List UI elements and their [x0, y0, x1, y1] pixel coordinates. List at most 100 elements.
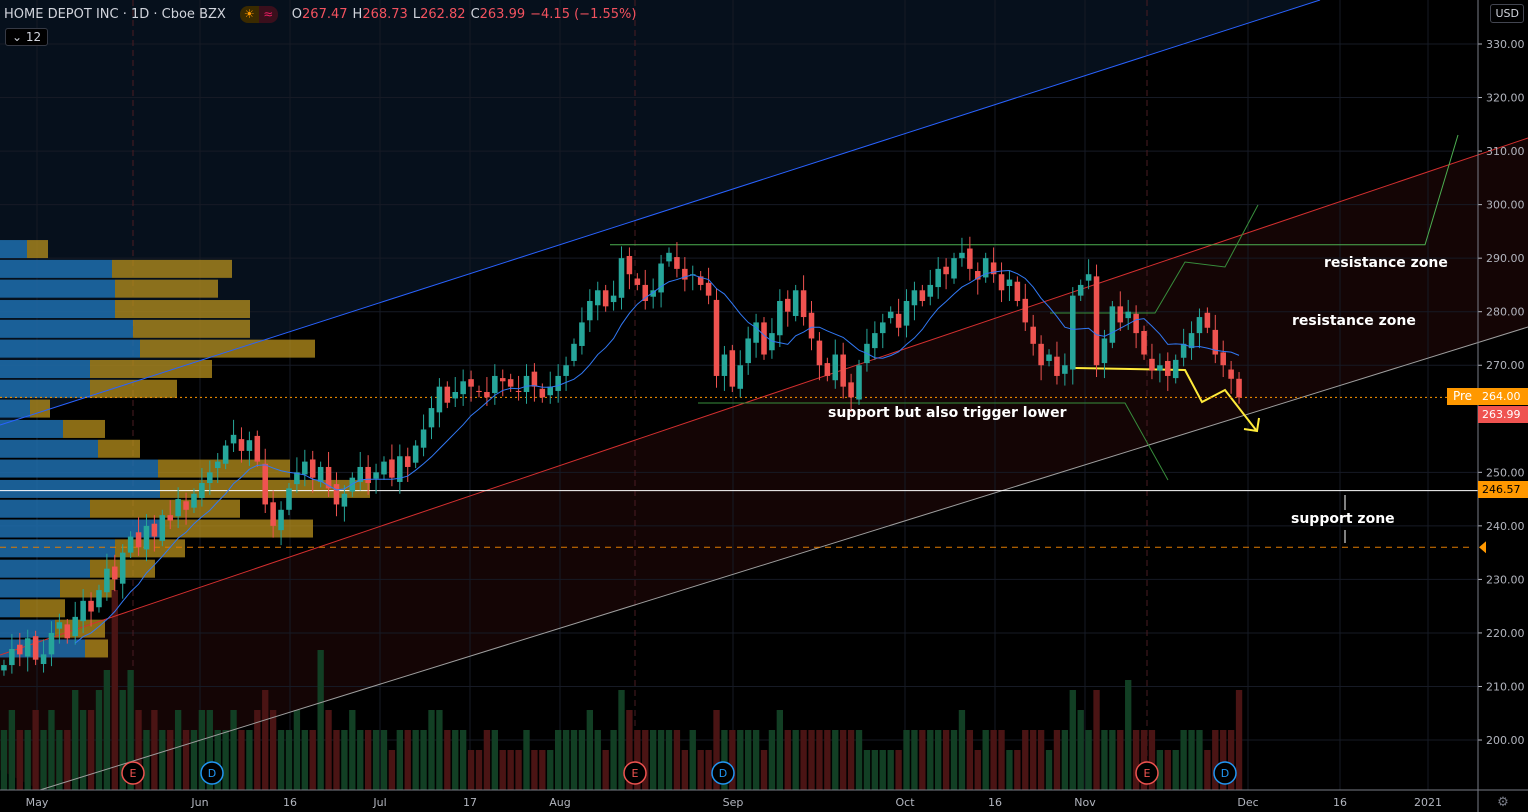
- volume-bar: [72, 690, 79, 790]
- symbol-title[interactable]: HOME DEPOT INC · 1D · Cboe BZX: [4, 7, 226, 22]
- volume-bar: [95, 690, 103, 790]
- volume-profile-up-bar: [0, 379, 90, 398]
- volume-bar: [1117, 730, 1124, 790]
- candle-body: [903, 300, 910, 326]
- candle-body: [792, 290, 799, 316]
- volume-bar: [808, 730, 815, 790]
- volume-bar: [832, 730, 839, 790]
- candle-body: [214, 461, 221, 469]
- candle-body: [579, 322, 585, 346]
- candle-body: [278, 509, 284, 531]
- event-marker-label: E: [130, 767, 137, 780]
- volume-bar: [127, 670, 134, 790]
- volume-bar: [404, 730, 411, 790]
- volume-bar: [895, 750, 902, 790]
- market-status-badge[interactable]: ☀ ≈: [239, 6, 278, 23]
- candle-body: [373, 472, 379, 479]
- volume-bar: [341, 730, 348, 790]
- volume-bar: [262, 690, 269, 790]
- ohlc-value: −4.15 (−1.55%): [530, 7, 637, 22]
- x-tick-label: Oct: [895, 796, 915, 809]
- candle-body: [80, 600, 86, 622]
- volume-bar: [1235, 690, 1243, 790]
- candle-body: [1204, 312, 1211, 328]
- x-tick-label: May: [26, 796, 49, 809]
- volume-bar: [586, 710, 593, 790]
- candle-body: [333, 484, 340, 505]
- indicators-collapse-button[interactable]: ⌄ 12: [5, 28, 49, 46]
- candle-body: [444, 386, 451, 403]
- moving-average-line: [74, 269, 1240, 644]
- y-tick-label: 200.00: [1486, 734, 1525, 747]
- y-tick-label: 330.00: [1486, 38, 1525, 51]
- volume-bar: [911, 730, 918, 790]
- volume-bar: [1045, 750, 1053, 790]
- volume-bar: [760, 750, 768, 790]
- volume-bar: [697, 750, 704, 790]
- volume-bar: [610, 730, 617, 790]
- volume-profile-up-bar: [0, 339, 140, 358]
- candle-body: [515, 390, 522, 393]
- event-marker-label: D: [1221, 767, 1229, 780]
- y-tick-label: 320.00: [1486, 92, 1525, 105]
- candle-body: [143, 525, 150, 550]
- volume-bar: [1140, 730, 1148, 790]
- candle-body: [539, 388, 546, 398]
- volume-bar: [950, 730, 958, 790]
- volume-bar: [349, 710, 356, 790]
- candle-body: [499, 378, 506, 382]
- candle-body: [159, 515, 166, 541]
- volume-bar: [1148, 730, 1156, 790]
- candle-body: [808, 312, 815, 339]
- volume-bar: [388, 750, 396, 790]
- candle-body: [389, 459, 395, 478]
- candle-body: [404, 456, 411, 467]
- volume-bar: [1212, 730, 1219, 790]
- volume-bar: [198, 710, 206, 790]
- candle-body: [769, 333, 775, 351]
- candle-body: [658, 263, 664, 293]
- volume-bar: [1164, 750, 1171, 790]
- candle-body: [56, 622, 63, 629]
- volume-bar: [32, 710, 39, 790]
- candle-body: [64, 624, 71, 639]
- volume-bar: [982, 730, 989, 790]
- candle-body: [634, 278, 641, 285]
- volume-bar: [230, 710, 237, 790]
- candle-body: [1006, 279, 1013, 287]
- candle-body: [207, 472, 213, 484]
- volume-profile-up-bar: [0, 419, 63, 438]
- candle-body: [1085, 274, 1092, 281]
- candle-body: [1172, 359, 1179, 379]
- candle-body: [32, 636, 39, 660]
- candle-body: [1157, 365, 1163, 371]
- candle-body: [674, 257, 680, 269]
- candle-body: [555, 375, 561, 391]
- y-tick-label: 240.00: [1486, 520, 1525, 533]
- sun-icon: ☀: [239, 6, 259, 23]
- candle-body: [682, 268, 688, 280]
- candle-body: [460, 381, 466, 395]
- volume-bar: [998, 730, 1005, 790]
- candle-body: [40, 654, 47, 664]
- candle-body: [104, 568, 110, 593]
- currency-button[interactable]: USD: [1490, 4, 1524, 23]
- candle-body: [935, 268, 941, 288]
- pre-market-price-label: 264.00: [1478, 388, 1528, 405]
- candle-body: [48, 632, 55, 655]
- candle-body: [990, 262, 997, 275]
- volume-profile-up-bar: [0, 279, 115, 298]
- candle-body: [230, 434, 237, 444]
- event-marker-label: E: [632, 767, 639, 780]
- candle-body: [262, 463, 268, 505]
- ohlc-value: 263.99: [479, 7, 526, 22]
- candle-body: [112, 566, 118, 580]
- volume-bar: [602, 750, 609, 790]
- candle-body: [270, 502, 276, 526]
- volume-bar: [372, 730, 380, 790]
- volume-bar: [554, 730, 562, 790]
- volume-bar: [452, 730, 459, 790]
- candle-body: [452, 392, 459, 399]
- volume-profile-down-bar: [165, 519, 313, 538]
